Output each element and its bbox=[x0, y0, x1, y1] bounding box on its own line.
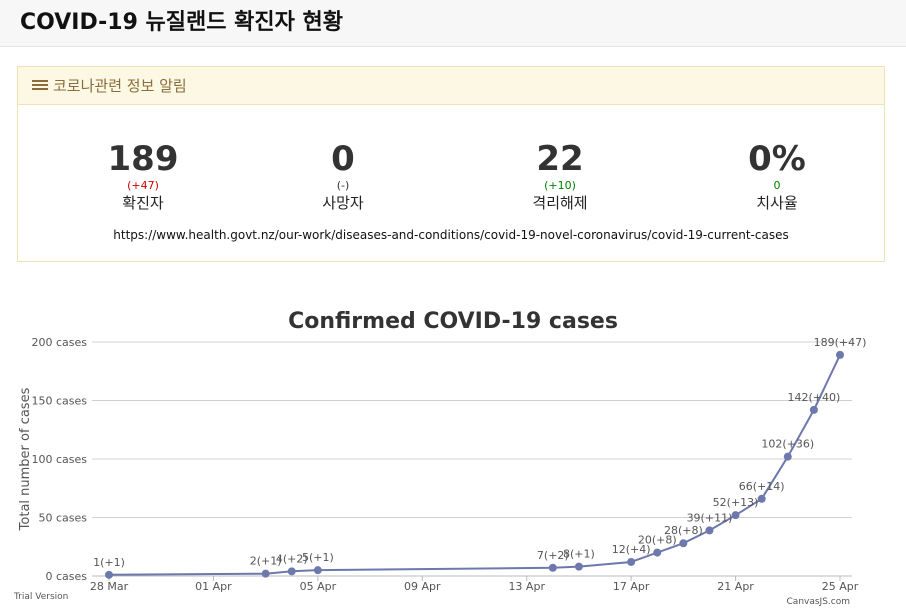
data-label: 52(+13) bbox=[713, 496, 759, 509]
data-point bbox=[313, 566, 322, 575]
x-tick-label: 28 Mar bbox=[90, 580, 129, 593]
stat-delta: (+10) bbox=[544, 179, 576, 192]
data-label: 5(+1) bbox=[302, 551, 334, 564]
y-tick-label: 50 cases bbox=[38, 512, 87, 525]
data-point bbox=[809, 405, 818, 414]
source-link[interactable]: https://www.health.govt.nz/our-work/dise… bbox=[113, 228, 789, 242]
stat-label: 격리해제 bbox=[532, 194, 588, 212]
data-label: 189(+47) bbox=[814, 336, 867, 349]
data-label: 12(+4) bbox=[612, 543, 651, 556]
stat-delta: 0 bbox=[773, 179, 781, 192]
series-line bbox=[108, 354, 841, 576]
panel-heading-label: 코로나관련 정보 알림 bbox=[53, 77, 187, 95]
stat-value: 22 bbox=[536, 139, 584, 179]
data-point bbox=[836, 350, 844, 359]
info-panel: 코로나관련 정보 알림 189 (+47) 확진자 0 (-) 사망자 22 (… bbox=[17, 66, 885, 262]
data-point bbox=[783, 452, 792, 461]
series-cases bbox=[105, 350, 844, 579]
y-tick-label: 200 cases bbox=[31, 336, 87, 349]
data-label: 20(+8) bbox=[638, 534, 677, 547]
top-bar: COVID-19 뉴질랜드 확진자 현황 bbox=[0, 0, 906, 47]
cases-line-chart: Confirmed COVID-19 cases Total number of… bbox=[13, 309, 866, 607]
trial-version-label: Trial Version bbox=[13, 592, 68, 602]
stat-deaths: 0 (-) 사망자 bbox=[243, 140, 443, 213]
data-point bbox=[705, 526, 714, 535]
stat-delta: (+47) bbox=[127, 179, 159, 192]
list-icon bbox=[32, 79, 48, 92]
data-point bbox=[731, 511, 740, 520]
data-point bbox=[757, 494, 766, 503]
data-point bbox=[105, 570, 113, 579]
data-label: 4(+2) bbox=[276, 552, 308, 565]
canvasjs-credit[interactable]: CanvasJS.com bbox=[787, 597, 850, 607]
stat-value: 0 bbox=[331, 139, 355, 179]
data-label: 39(+11) bbox=[687, 511, 733, 524]
x-tick-label: 17 Apr bbox=[613, 580, 650, 593]
data-point bbox=[548, 563, 557, 572]
grid bbox=[92, 341, 852, 577]
data-label: 102(+36) bbox=[761, 438, 814, 451]
data-point bbox=[574, 562, 583, 571]
stat-value: 189 bbox=[107, 139, 179, 179]
data-point bbox=[679, 539, 688, 548]
stat-delta: (-) bbox=[336, 179, 350, 192]
page-title: COVID-19 뉴질랜드 확진자 현황 bbox=[20, 10, 344, 35]
stat-fatality-rate: 0% 0 치사율 bbox=[677, 140, 877, 213]
x-tick-label: 21 Apr bbox=[717, 580, 754, 593]
stat-value: 0% bbox=[748, 139, 806, 179]
data-label: 1(+1) bbox=[93, 556, 125, 569]
data-label: 7(+2) bbox=[537, 549, 569, 562]
chart-title: Confirmed COVID-19 cases bbox=[288, 309, 618, 334]
x-tick-label: 09 Apr bbox=[404, 580, 441, 593]
data-label: 8(+1) bbox=[563, 548, 595, 561]
data-point bbox=[261, 569, 270, 578]
data-label: 66(+14) bbox=[739, 480, 785, 493]
stat-label: 치사율 bbox=[756, 194, 798, 212]
stat-label: 사망자 bbox=[322, 194, 364, 212]
x-tick-label: 05 Apr bbox=[300, 580, 337, 593]
x-tick-label: 25 Apr bbox=[822, 580, 859, 593]
data-labels: 1(+1) 2(+1)4(+2)5(+1) 7(+2)8(+1) 12(+4)20(+… bbox=[93, 336, 866, 569]
data-point bbox=[653, 548, 662, 557]
y-tick-label: 0 cases bbox=[45, 570, 87, 583]
y-tick-label: 100 cases bbox=[31, 453, 87, 466]
x-tick-labels: 28 Mar 01 Apr 05 Apr 09 Apr 13 Apr 17 Apr 21 A… bbox=[90, 576, 859, 593]
data-label: 142(+40) bbox=[787, 391, 840, 404]
stat-confirmed: 189 (+47) 확진자 bbox=[43, 140, 243, 213]
y-tick-labels: 0 cases 50 cases 100 cases 150 cases 200 cas… bbox=[31, 336, 87, 583]
x-tick-label: 01 Apr bbox=[195, 580, 232, 593]
panel-heading: 코로나관련 정보 알림 bbox=[18, 67, 884, 105]
data-label: 28(+8) bbox=[664, 524, 703, 537]
data-point bbox=[627, 557, 636, 566]
data-label: 2(+1) bbox=[250, 555, 282, 568]
stat-recovered: 22 (+10) 격리해제 bbox=[460, 140, 660, 213]
data-point bbox=[287, 567, 296, 576]
x-tick-label: 13 Apr bbox=[508, 580, 545, 593]
y-axis-title: Total number of cases bbox=[18, 387, 33, 531]
y-tick-label: 150 cases bbox=[31, 395, 87, 408]
stat-label: 확진자 bbox=[122, 194, 164, 212]
